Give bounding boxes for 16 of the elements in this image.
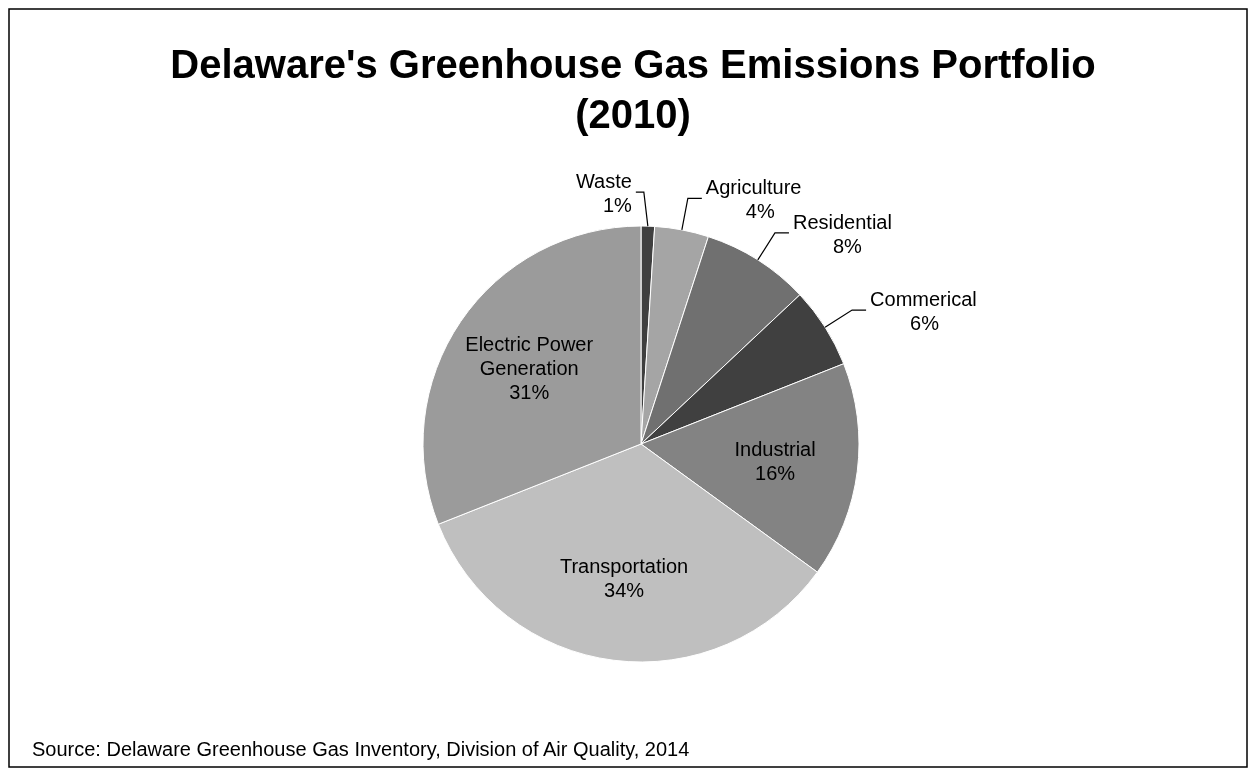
data-label: 4% [745, 200, 775, 223]
slice-label: Waste [575, 170, 632, 193]
data-label: 16% [755, 461, 796, 484]
data-label: 8% [832, 234, 863, 257]
data-label: 31% [509, 381, 550, 404]
slice-label: Residential [792, 210, 892, 233]
slice-label: Agriculture [705, 176, 802, 199]
slice-label: Commerical [870, 288, 977, 311]
slice-label: Electric Power Generation [465, 333, 594, 380]
data-label: 6% [910, 312, 940, 335]
slice-label: Transportation [559, 555, 689, 578]
data-label: 1% [602, 194, 633, 217]
slice-label: Industrial [734, 437, 816, 460]
source-note: Source: Delaware Greenhouse Gas Inventory, Division of Air Quality, 2014 [32, 738, 690, 760]
chart-title: Delaware's Greenhouse Gas Emissions Portfolio (2010) [170, 42, 1096, 136]
data-label: 34% [604, 579, 645, 602]
